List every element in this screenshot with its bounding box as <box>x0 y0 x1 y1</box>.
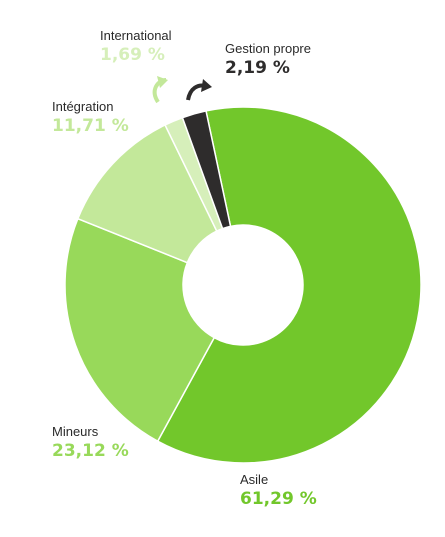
value-label: 11,71 % <box>52 116 129 136</box>
value-label: 61,29 % <box>240 489 317 509</box>
slice-name: Gestion propre <box>225 41 311 56</box>
slice-name: International <box>100 28 172 43</box>
arrow-head <box>157 76 168 88</box>
slice <box>181 110 232 230</box>
value-label: 2,19 % <box>225 58 290 78</box>
slice-name: Asile <box>240 472 268 487</box>
slice-name: Intégration <box>52 99 113 114</box>
value-label: 23,12 % <box>52 441 129 461</box>
slice <box>156 106 422 464</box>
arrow-head <box>201 79 212 92</box>
slice <box>76 123 218 264</box>
slice-name: Mineurs <box>52 424 99 439</box>
slice <box>64 217 216 443</box>
value-label: 1,69 % <box>100 45 165 65</box>
